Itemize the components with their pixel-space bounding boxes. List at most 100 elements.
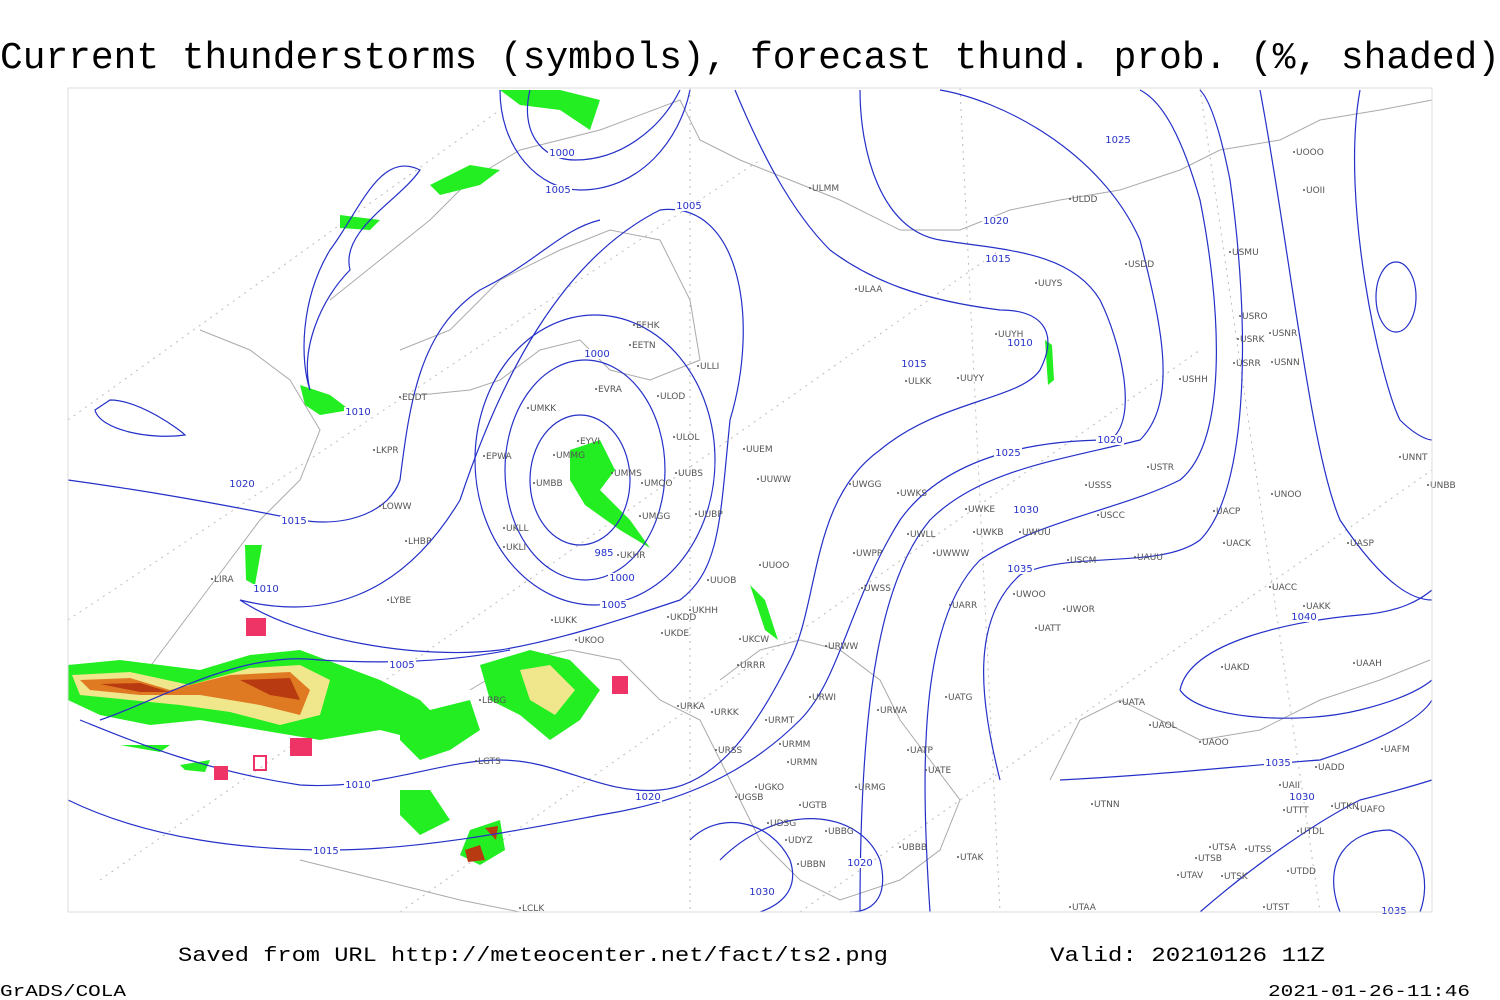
- station-label: UATA: [1122, 698, 1146, 708]
- station-label: LHBP: [408, 537, 432, 547]
- station-label: UATP: [910, 746, 934, 756]
- isobar-label-bg: [984, 254, 1012, 264]
- station-label: UTSS: [1248, 845, 1272, 855]
- station-label: USSS: [1088, 481, 1112, 491]
- station-label: ULOD: [660, 392, 685, 402]
- station-label: USCC: [1100, 511, 1125, 521]
- station-dot: [757, 478, 759, 480]
- station-label: UAFM: [1384, 745, 1410, 755]
- isobar-label: 1005: [676, 201, 701, 212]
- station-label: UNOO: [1274, 490, 1302, 500]
- isobar-label-bg: [590, 548, 618, 558]
- station-label: UKDD: [670, 613, 696, 623]
- storm-symbol: [253, 755, 267, 771]
- station-label: UATG: [948, 693, 973, 703]
- station-label: UAAH: [1356, 659, 1382, 669]
- station-dot: [825, 830, 827, 832]
- station-label: USRR: [1236, 359, 1261, 369]
- station-dot: [1297, 830, 1299, 832]
- isobar-label: 1020: [983, 216, 1008, 227]
- station-label: EFHK: [636, 321, 661, 331]
- station-label: UWPP: [856, 549, 883, 559]
- station-label: UUYY: [960, 374, 985, 384]
- station-dot: [787, 761, 789, 763]
- station-dot: [677, 705, 679, 707]
- station-label: LUKK: [554, 616, 578, 626]
- station-label: EVRA: [598, 385, 623, 395]
- station-dot: [1279, 784, 1281, 786]
- station-dot: [1271, 361, 1273, 363]
- station-dot: [1287, 870, 1289, 872]
- station-label: UUOB: [710, 576, 736, 586]
- isobar: [239, 208, 744, 654]
- station-label: UKCW: [742, 635, 769, 645]
- station-label: UTKN: [1334, 802, 1359, 812]
- isobar-label: 1015: [281, 516, 306, 527]
- station-label: UKLI: [506, 543, 526, 553]
- prob-area: [570, 440, 650, 548]
- isobar-label: 1005: [545, 185, 570, 196]
- isobar-label: 1040: [1291, 612, 1316, 623]
- isobar-label: 1005: [389, 660, 414, 671]
- isobar-label-bg: [675, 201, 703, 211]
- station-label: UKOO: [578, 636, 604, 646]
- isobar-label-bg: [748, 887, 776, 897]
- isobar-label: 1010: [345, 780, 370, 791]
- isobar-label: 1005: [601, 600, 626, 611]
- station-label: UMKK: [530, 404, 557, 414]
- isobar-label-bg: [994, 448, 1022, 458]
- station-label: UAUU: [1137, 553, 1163, 563]
- station-dot: [897, 492, 899, 494]
- station-label: UDYZ: [788, 836, 813, 846]
- thunderstorm-symbols: [214, 618, 628, 780]
- station-dot: [1149, 724, 1151, 726]
- station-dot: [1067, 559, 1069, 561]
- station-label: UWOR: [1066, 605, 1095, 615]
- station-dot: [1315, 766, 1317, 768]
- isobar-label: 1015: [313, 846, 338, 857]
- station-label: UTDD: [1290, 867, 1316, 877]
- isobar-label: 1000: [549, 148, 574, 159]
- isobar-label-bg: [1290, 612, 1318, 622]
- station-dot: [735, 796, 737, 798]
- station-label: USDD: [1128, 260, 1154, 270]
- station-label: URWW: [828, 642, 858, 652]
- station-label: UWSS: [864, 584, 891, 594]
- station-dot: [595, 388, 597, 390]
- station-dot: [965, 508, 967, 510]
- station-label: LBBG: [482, 696, 506, 706]
- coastline: [1049, 659, 1431, 781]
- station-dot: [759, 564, 761, 566]
- station-dot: [907, 749, 909, 751]
- storm-symbol: [214, 766, 228, 780]
- station-dot: [519, 907, 521, 909]
- station-dot: [861, 587, 863, 589]
- title: Current thunderstorms (symbols), forecas…: [0, 37, 1500, 80]
- station-dot: [527, 407, 529, 409]
- isobar-label: 985: [594, 548, 613, 559]
- station-label: UMBB: [536, 479, 563, 489]
- station-dot: [933, 552, 935, 554]
- isobar-label-bg: [388, 660, 416, 670]
- station-label: UNBB: [1430, 481, 1456, 491]
- isobar: [689, 822, 794, 913]
- station-label: UUYS: [1038, 279, 1063, 289]
- station-label: UTAK: [960, 853, 985, 863]
- station-label: USTR: [1150, 463, 1174, 473]
- isobar-label: 1000: [609, 573, 634, 584]
- station-dot: [1069, 198, 1071, 200]
- station-dot: [1271, 493, 1273, 495]
- station-dot: [1147, 466, 1149, 468]
- map: 1000 1005 1005 1025 1020 1015 1010 1015 1000 1010…: [67, 87, 1456, 917]
- station-dot: [1381, 748, 1383, 750]
- source-url: Saved from URL http://meteocenter.net/fa…: [178, 945, 888, 968]
- station-label: UAII: [1282, 781, 1300, 791]
- station-label: UUWW: [760, 475, 791, 485]
- station-dot: [1245, 848, 1247, 850]
- station-label: EETN: [632, 341, 656, 351]
- station-label: USHH: [1182, 375, 1208, 385]
- station-dot: [211, 578, 213, 580]
- isobar-label: 1035: [1007, 564, 1032, 575]
- isobar: [1259, 89, 1433, 601]
- station-label: UTST: [1266, 903, 1290, 913]
